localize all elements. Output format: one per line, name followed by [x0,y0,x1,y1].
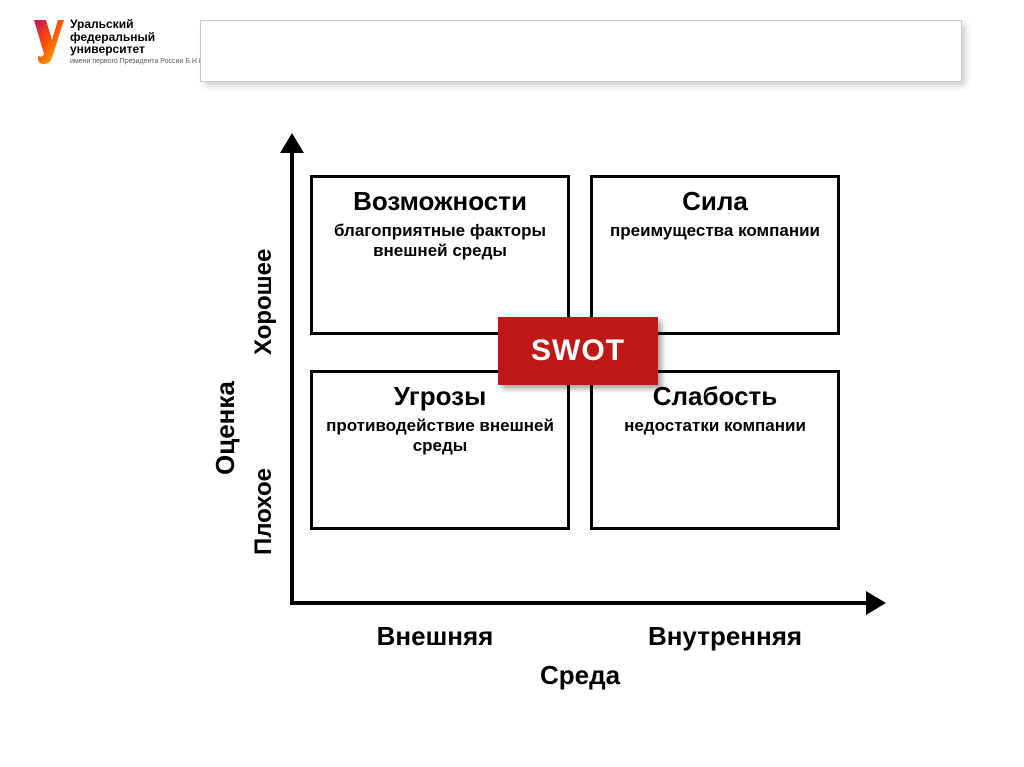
swot-center-badge: SWOT [498,317,658,385]
x-axis-labels: Внешняя Внутренняя Среда [290,615,870,691]
title-bar [200,20,962,82]
y-axis-line [290,145,294,605]
y-axis-top-label: Хорошее [250,249,278,355]
quadrant-desc: противодействие внешней среды [319,416,561,455]
x-axis-arrow-icon [866,591,886,615]
y-axis-main-label: Оценка [210,381,241,475]
swot-badge-text: SWOT [531,334,625,368]
quadrant-desc: благоприятные факторы внешней среды [319,221,561,260]
quadrant-weaknesses: Слабость недостатки компании [590,370,840,530]
quadrant-threats: Угрозы противодействие внешней среды [310,370,570,530]
logo-mark-icon [30,18,64,64]
swot-diagram: Возможности благоприятные факторы внешне… [180,145,880,665]
x-axis-main-label: Среда [290,660,870,691]
quadrant-title: Угрозы [319,383,561,410]
x-axis-left-label: Внешняя [305,621,565,652]
y-axis-bottom-label: Плохое [250,468,278,555]
quadrant-title: Сила [599,188,831,215]
quadrant-strengths: Сила преимущества компании [590,175,840,335]
quadrant-opportunities: Возможности благоприятные факторы внешне… [310,175,570,335]
x-axis-line [290,601,870,605]
y-axis-arrow-icon [280,133,304,153]
quadrant-title: Возможности [319,188,561,215]
university-logo: Уральский федеральный университет имени … [30,18,227,65]
quadrant-desc: преимущества компании [599,221,831,241]
y-axis-labels: Оценка Хорошее Плохое [190,175,280,575]
quadrant-desc: недостатки компании [599,416,831,436]
quadrant-title: Слабость [599,383,831,410]
x-axis-right-label: Внутренняя [595,621,855,652]
